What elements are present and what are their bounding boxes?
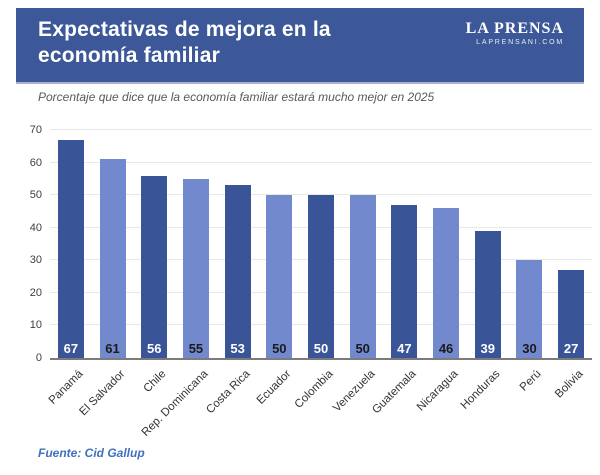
bar-value-label: 39 (480, 341, 495, 356)
x-axis-label-ecuador: Ecuador (255, 368, 294, 407)
source-credit: Fuente: Cid Gallup (38, 446, 145, 460)
logo-wordmark: LA PRENSA (465, 20, 564, 37)
la-prensa-logo: LA PRENSA LAPRENSANI.COM (466, 21, 564, 82)
bar-honduras: 39 (474, 230, 501, 358)
x-axis-label-honduras: Honduras (458, 368, 503, 412)
bar-value-label: 67 (63, 341, 79, 356)
bar-value-label: 46 (438, 341, 454, 356)
bar-peru: 30 (516, 260, 543, 358)
bar-value-label: 50 (272, 341, 287, 356)
bar-value-label: 50 (355, 341, 370, 356)
y-axis-tick-label: 30 (29, 254, 42, 267)
gridline (50, 194, 592, 196)
gridline (50, 129, 592, 130)
x-axis-label-nicaragua: Nicaragua (414, 368, 461, 414)
gridline (50, 161, 592, 163)
bar-rep-dominicana: 55 (182, 178, 209, 358)
x-axis-label-peru: Perú (518, 368, 544, 394)
bar-value-label: 50 (313, 341, 329, 356)
x-axis-label-guatemala: Guatemala (370, 368, 419, 417)
header-banner: Expectativas de mejora en la economía fa… (16, 8, 584, 82)
y-axis-tick-label: 60 (29, 156, 42, 169)
x-axis-label-colombia: Colombia (292, 368, 336, 411)
bar-chart: 67 61 56 55 53 50 50 50 47 46 39 30 27 0 10 20 30 40 50 60 7… (0, 118, 600, 443)
bar-venezuela: 50 (349, 195, 376, 358)
bar-panama: 67 (57, 139, 84, 358)
y-axis-tick-label: 50 (29, 189, 42, 202)
bar-value-label: 30 (522, 341, 537, 356)
bar-costa-rica: 53 (224, 185, 251, 358)
bar-value-label: 47 (397, 341, 412, 356)
bar-colombia: 50 (308, 195, 334, 358)
y-axis-tick-label: 10 (29, 319, 42, 332)
logo-domain: LAPRENSANI.COM (476, 39, 564, 46)
y-axis-tick-label: 20 (29, 286, 42, 299)
x-axis-label-bolivia: Bolivia (553, 368, 586, 401)
bar-nicaragua: 46 (433, 208, 460, 358)
x-axis-label-panama: Panamá (46, 368, 86, 407)
bar-guatemala: 47 (391, 204, 418, 358)
x-axis-label-chile: Chile (141, 368, 169, 396)
plot-area: 67 61 56 55 53 50 50 50 47 46 39 30 27 (50, 129, 592, 360)
bar-ecuador: 50 (266, 195, 293, 358)
y-axis-tick-label: 70 (29, 124, 42, 136)
bar-el-salvador: 61 (99, 159, 126, 358)
chart-subtitle: Porcentaje que dice que la economía fami… (38, 90, 435, 104)
y-axis-tick-label: 40 (29, 221, 42, 234)
bar-value-label: 53 (230, 341, 245, 356)
y-axis-tick-label: 0 (35, 352, 42, 364)
bar-value-label: 61 (105, 341, 120, 356)
bar-value-label: 27 (563, 341, 579, 356)
bar-bolivia: 27 (558, 270, 585, 358)
bar-value-label: 56 (146, 341, 162, 356)
bar-value-label: 55 (188, 341, 204, 356)
bar-chile: 56 (141, 175, 168, 358)
x-axis-label-costa-rica: Costa Rica (203, 368, 253, 417)
page-title: Expectativas de mejora en la economía fa… (38, 18, 331, 67)
